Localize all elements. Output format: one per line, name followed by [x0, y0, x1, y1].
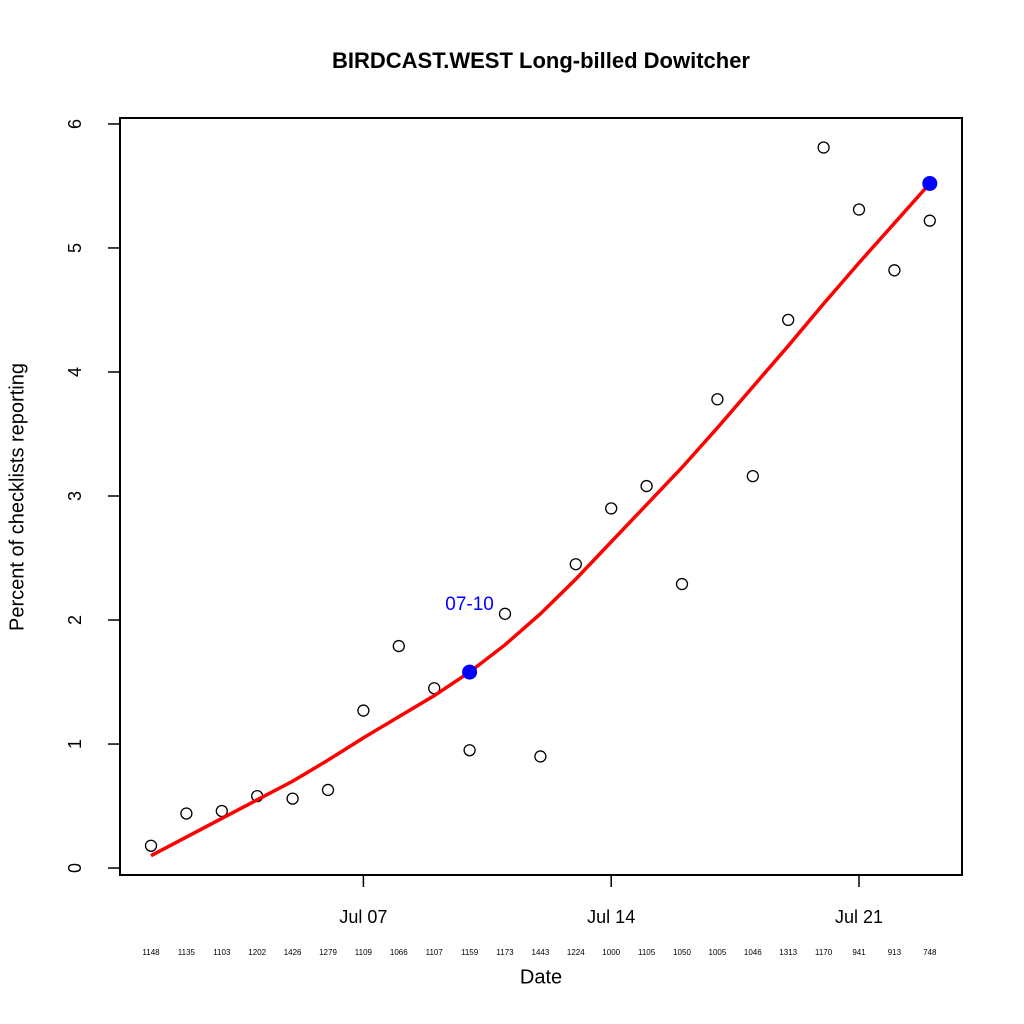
data-point: [392, 639, 405, 653]
sample-size: 1159: [461, 948, 479, 957]
data-point: [923, 214, 936, 227]
highlight-point: [922, 175, 938, 191]
sample-size: 1426: [284, 948, 302, 957]
data-point: [711, 393, 724, 406]
x-tick-label: Jul 21: [835, 907, 883, 927]
sample-size: 1170: [815, 948, 833, 957]
y-tick-label: 6: [65, 119, 85, 129]
sample-size: 1443: [532, 948, 550, 957]
data-point: [321, 783, 335, 797]
sample-size: 1105: [638, 948, 656, 957]
x-tick-label: Jul 07: [339, 907, 387, 927]
y-axis-label: Percent of checklists reporting: [6, 363, 28, 631]
sample-size: 1202: [248, 948, 266, 957]
sample-size: 748: [923, 948, 937, 957]
sample-size: 1005: [709, 948, 727, 957]
data-point: [852, 203, 866, 216]
y-tick-label: 1: [65, 739, 85, 749]
x-tick-label: Jul 14: [587, 907, 635, 927]
data-point: [498, 607, 512, 620]
smooth-line: [150, 182, 932, 858]
chart-title: BIRDCAST.WEST Long-billed Dowitcher: [332, 48, 750, 73]
sample-size: 1224: [567, 948, 585, 957]
sample-size: 1050: [673, 948, 691, 957]
sample-size: 941: [852, 948, 866, 957]
data-point: [675, 577, 689, 591]
sample-size: 1107: [426, 948, 444, 957]
data-point: [782, 313, 795, 327]
data-point: [144, 839, 158, 852]
sample-size: 1000: [602, 948, 620, 957]
data-point: [569, 558, 582, 571]
y-tick-label: 5: [65, 243, 85, 253]
data-point: [746, 470, 759, 483]
y-tick-label: 2: [65, 615, 85, 625]
sample-size: 1135: [178, 948, 196, 957]
sample-size: 1103: [213, 948, 231, 957]
annotation: 07-10: [445, 594, 494, 615]
data-point: [817, 141, 830, 154]
sample-size: 1313: [779, 948, 797, 957]
sample-size: 1046: [744, 948, 762, 957]
data-point: [640, 479, 653, 493]
highlight-point: [462, 664, 478, 680]
data-point: [888, 264, 901, 277]
y-tick-label: 0: [65, 863, 85, 873]
sample-size: 1279: [319, 948, 337, 957]
data-point: [534, 750, 547, 763]
data-point: [286, 792, 299, 805]
y-tick-label: 3: [65, 491, 85, 501]
sample-size: 1066: [390, 948, 408, 957]
data-point: [357, 704, 370, 717]
y-tick-label: 4: [65, 367, 85, 377]
sample-size: 1173: [496, 948, 514, 957]
x-axis-label: Date: [520, 966, 562, 988]
data-point: [180, 807, 193, 820]
data-point: [605, 502, 618, 515]
sample-size: 1109: [355, 948, 373, 957]
sample-size: 1148: [142, 948, 160, 957]
sample-size: 913: [888, 948, 902, 957]
data-point: [463, 744, 476, 757]
